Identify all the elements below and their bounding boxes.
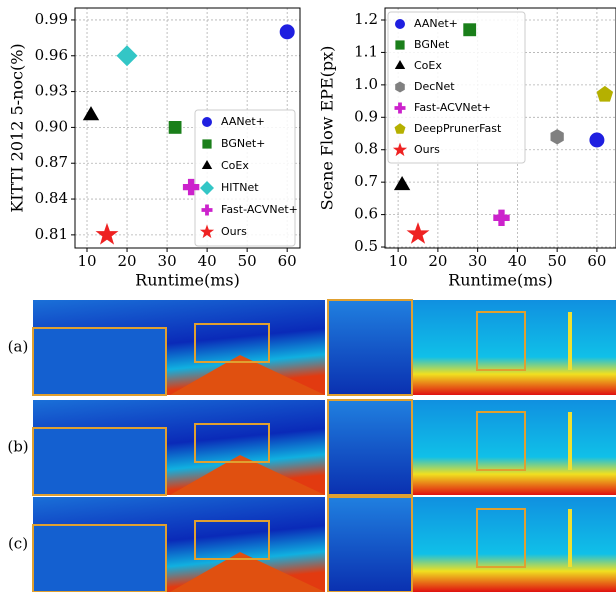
legend-label: Fast-ACVNet+ [414, 101, 491, 114]
inset-large [33, 525, 166, 592]
data-point [551, 129, 564, 144]
inset-large [33, 428, 166, 495]
y-tick-label: 0.81 [35, 225, 68, 243]
data-point [84, 107, 99, 120]
legend-label: BGNet+ [221, 137, 265, 150]
y-axis-label: Scene Flow EPE(px) [318, 46, 337, 211]
x-tick-label: 10 [77, 252, 96, 270]
x-tick-label: 20 [117, 252, 136, 270]
y-tick-label: 0.99 [35, 10, 68, 28]
row-label: (a) [8, 338, 29, 356]
legend-label: AANet+ [414, 17, 458, 30]
legend-label: DecNet [414, 80, 455, 93]
data-point [408, 224, 428, 243]
x-tick-label: 10 [389, 252, 408, 270]
y-tick-label: 0.90 [35, 117, 68, 135]
legend-marker [202, 139, 211, 148]
x-tick-label: 50 [548, 252, 567, 270]
y-tick-label: 0.96 [35, 46, 68, 64]
right-image [412, 400, 616, 495]
legend-box [388, 12, 525, 163]
data-point [395, 177, 410, 190]
legend-marker [395, 19, 405, 29]
legend-label: Ours [221, 225, 247, 238]
row-label: (c) [8, 535, 28, 553]
middle-inset [328, 497, 412, 592]
y-tick-label: 0.8 [354, 140, 378, 158]
x-tick-label: 60 [587, 252, 606, 270]
data-point [597, 87, 612, 102]
data-point [463, 23, 476, 36]
data-point [494, 210, 509, 225]
data-point [590, 133, 604, 147]
charts: 10 20 30 40 50 60 0.81 0.84 0.87 0.90 0.93 0.96 0.99… [0, 0, 616, 292]
right-image [412, 497, 616, 592]
legend-label: CoEx [414, 59, 442, 72]
y-tick-label: 1.2 [354, 10, 378, 28]
x-tick-label: 20 [428, 252, 447, 270]
data-point [117, 46, 137, 66]
legend-label: CoEx [221, 159, 249, 172]
y-tick-label: 0.9 [354, 107, 378, 125]
data-point [169, 121, 182, 134]
x-tick-label: 40 [198, 252, 217, 270]
x-axis-label: Runtime(ms) [135, 271, 240, 290]
disparity-images: (a) (b) (c) [0, 292, 616, 592]
y-tick-label: 0.93 [35, 82, 68, 100]
data-point [97, 224, 117, 243]
legend-label: Ours [414, 143, 440, 156]
row-label: (b) [7, 438, 28, 456]
legend-marker [202, 117, 212, 127]
y-tick-label: 1.1 [354, 42, 378, 60]
figure: 10 20 30 40 50 60 0.81 0.84 0.87 0.90 0.93 0.96 0.99… [0, 0, 616, 592]
middle-inset [328, 300, 412, 395]
x-tick-label: 60 [278, 252, 297, 270]
inset-large [33, 328, 166, 395]
y-axis-label: KITTI 2012 5-noc(%) [8, 43, 27, 212]
legend-label: AANet+ [221, 115, 265, 128]
x-tick-label: 50 [238, 252, 257, 270]
legend-marker [395, 40, 404, 49]
x-tick-label: 40 [508, 252, 527, 270]
y-tick-label: 1.0 [354, 75, 378, 93]
y-tick-label: 0.84 [35, 189, 68, 207]
pole [568, 509, 572, 567]
legend-label: BGNet [414, 38, 450, 51]
x-tick-label: 30 [468, 252, 487, 270]
y-tick-label: 0.87 [35, 153, 68, 171]
right-image [412, 300, 616, 395]
x-tick-label: 30 [158, 252, 177, 270]
middle-inset [328, 400, 412, 495]
legend-label: DeepPrunerFast [414, 122, 502, 135]
pole [568, 412, 572, 470]
pole [568, 312, 572, 370]
y-tick-label: 0.7 [354, 172, 378, 190]
data-point [280, 25, 294, 39]
y-tick-label: 0.6 [354, 205, 378, 223]
y-tick-label: 0.5 [354, 237, 378, 255]
legend-label: HITNet [221, 181, 259, 194]
x-axis-label: Runtime(ms) [448, 271, 553, 290]
legend-label: Fast-ACVNet+ [221, 203, 298, 216]
